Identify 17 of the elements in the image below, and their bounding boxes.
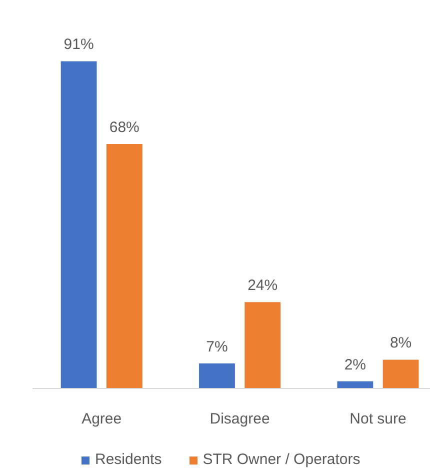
bar — [106, 144, 142, 388]
x-tick-label: Not sure — [350, 410, 406, 428]
legend-label: Residents — [95, 451, 162, 468]
data-label: 2% — [344, 356, 366, 374]
bar — [382, 360, 419, 388]
x-tick-label: Agree — [82, 410, 122, 428]
data-label: 24% — [248, 277, 278, 294]
bar — [337, 381, 374, 388]
data-label: 68% — [109, 118, 140, 136]
data-label: 7% — [206, 338, 228, 356]
data-label: 91% — [64, 36, 94, 54]
bar — [199, 363, 235, 388]
bar — [60, 61, 97, 388]
bar — [244, 302, 281, 388]
data-label: 8% — [390, 334, 412, 352]
legend-label: STR Owner / Operators — [202, 451, 360, 468]
x-tick-label: Disagree — [210, 410, 270, 428]
